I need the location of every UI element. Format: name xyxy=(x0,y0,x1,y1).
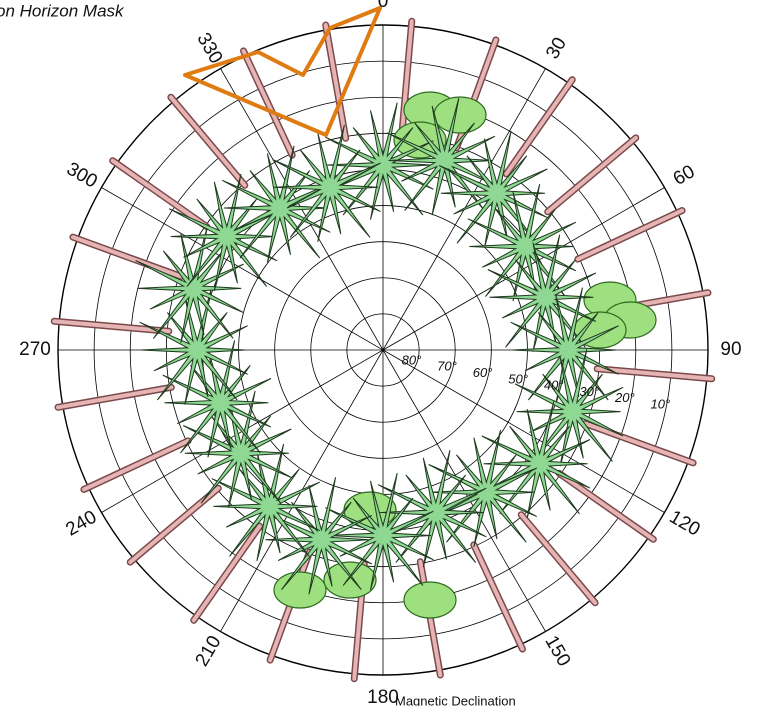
title: on Horizon Mask xyxy=(0,1,125,20)
azimuth-spoke xyxy=(101,187,384,351)
palm xyxy=(386,97,496,216)
palm xyxy=(467,183,577,302)
trunk-fill xyxy=(583,421,696,465)
palm xyxy=(438,130,548,249)
elevation-label: 80° xyxy=(402,352,422,367)
azimuth-label: 60 xyxy=(670,161,699,190)
bush xyxy=(403,581,457,619)
azimuth-label: 120 xyxy=(666,507,704,541)
azimuth-label: 270 xyxy=(19,339,51,360)
trunk-fill xyxy=(56,385,174,410)
obstruction-outline xyxy=(183,6,382,137)
trunk-fill xyxy=(168,95,247,188)
azimuth-label: 150 xyxy=(540,632,574,670)
palm xyxy=(481,401,591,519)
elevation-label: 70° xyxy=(437,359,457,374)
trunk-fill xyxy=(52,319,171,334)
elevation-label: 50° xyxy=(508,371,528,386)
elevation-label: 10° xyxy=(651,396,671,411)
footer: Magnetic Declination xyxy=(395,693,516,706)
elevation-label: 20° xyxy=(614,390,635,405)
palm xyxy=(139,287,248,405)
palm xyxy=(510,287,619,405)
palm xyxy=(211,443,321,562)
azimuth-label: 90 xyxy=(720,339,741,360)
elevation-label: 40° xyxy=(544,378,564,393)
trunk-fill xyxy=(471,542,525,652)
trunk-fill xyxy=(191,524,262,623)
bush xyxy=(433,96,487,134)
bush xyxy=(323,561,377,599)
bush xyxy=(273,571,327,609)
azimuth-spoke xyxy=(382,349,665,513)
palm xyxy=(182,390,292,508)
trunk-fill xyxy=(399,19,414,138)
palm xyxy=(162,340,272,458)
trunk-fill xyxy=(575,208,685,262)
trunk-fill xyxy=(557,471,656,542)
palm xyxy=(272,124,381,243)
trunk-fill xyxy=(241,48,295,158)
trunk-fill xyxy=(595,366,714,381)
elevation-label: 30° xyxy=(579,384,599,399)
palm xyxy=(263,477,373,595)
palm xyxy=(514,349,624,467)
trunk-fill xyxy=(519,512,598,605)
palm xyxy=(168,173,278,292)
azimuth-label: 0 xyxy=(378,0,389,12)
trunk-fill xyxy=(81,438,191,492)
trunk-fill xyxy=(504,77,575,176)
trunk-fill xyxy=(323,23,348,141)
palm xyxy=(135,225,244,344)
azimuth-label: 180 xyxy=(367,687,399,706)
azimuth-label: 300 xyxy=(63,159,101,193)
trunk-fill xyxy=(110,158,209,229)
trunk-fill xyxy=(70,235,183,279)
tree-illustration xyxy=(50,17,716,683)
azimuth-label: 30 xyxy=(542,34,571,63)
azimuth-label: 240 xyxy=(62,507,100,541)
trunk-fill xyxy=(545,135,638,214)
azimuth-label: 210 xyxy=(192,632,226,670)
elevation-label: 60° xyxy=(473,365,493,380)
